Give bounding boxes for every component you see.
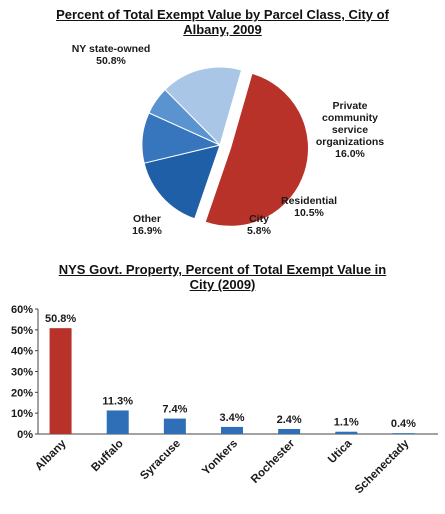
x-category-label-albany: Albany — [33, 437, 69, 473]
pie-title-line-2: Albany, 2009 — [183, 22, 262, 37]
pie-slice-private-community-service-organizations — [143, 144, 221, 220]
y-tick-label: 40% — [11, 346, 33, 358]
bar-syracuse — [163, 418, 186, 434]
bar-utica — [335, 431, 358, 434]
bar-title-line-1: NYS Govt. Property, Percent of Total Exe… — [58, 262, 387, 277]
x-category-label-rochester: Rochester — [249, 437, 298, 486]
y-tick-label: 50% — [11, 325, 33, 337]
pie-slice-ny-state-owned — [204, 72, 309, 227]
bar-rochester — [278, 429, 301, 434]
bar-title-line-2: City (2009) — [189, 277, 256, 292]
x-category-label-yonkers: Yonkers — [200, 438, 240, 478]
x-category-label-utica: Utica — [326, 437, 355, 466]
pie-label-ny-state-owned: NY state-owned 50.8% — [72, 43, 151, 67]
bar-value-label-albany: 50.8% — [45, 313, 76, 325]
bar-chart: 0% 10% 20% 30% 40% 50% 60% 50.8% Albany 11.3% Buff… — [11, 304, 438, 496]
pie-slice-other — [164, 66, 243, 146]
x-category-label-syracuse: Syracuse — [138, 438, 183, 483]
bar-value-label-utica: 1.1% — [334, 417, 359, 429]
bar-schenectady — [392, 433, 415, 434]
bar-value-label-buffalo: 11.3% — [102, 395, 133, 407]
pie-chart: NY state-owned 50.8% Private community servi… — [72, 43, 385, 237]
pie-label-private-community-service-organizations: Private community service organizations 16.0… — [316, 100, 384, 160]
y-tick-label: 30% — [11, 367, 33, 379]
pie-label-residential: Residential 10.5% — [281, 195, 337, 219]
y-tick-label: 60% — [11, 304, 33, 316]
bar-value-label-syracuse: 7.4% — [162, 404, 187, 416]
bar-value-label-yonkers: 3.4% — [219, 412, 244, 424]
pie-title-line-1: Percent of Total Exempt Value by Parcel … — [56, 7, 389, 22]
bar-yonkers — [221, 426, 243, 434]
y-tick-label: 0% — [17, 429, 33, 441]
x-category-label-buffalo: Buffalo — [89, 438, 125, 474]
bar-buffalo — [106, 410, 129, 434]
bar-albany — [49, 328, 72, 434]
bar-chart-title: NYS Govt. Property, Percent of Total Exe… — [0, 262, 445, 292]
pie-label-other: Other 16.9% — [132, 213, 162, 237]
pie-label-city: City 5.8% — [247, 213, 272, 237]
pie-chart-title: Percent of Total Exempt Value by Parcel … — [0, 7, 445, 37]
y-tick-label: 20% — [11, 387, 33, 399]
x-category-label-schenectady: Schenectady — [353, 437, 412, 496]
bar-value-label-schenectady: 0.4% — [391, 418, 416, 430]
bar-value-label-rochester: 2.4% — [277, 414, 302, 426]
y-tick-label: 10% — [11, 408, 33, 420]
